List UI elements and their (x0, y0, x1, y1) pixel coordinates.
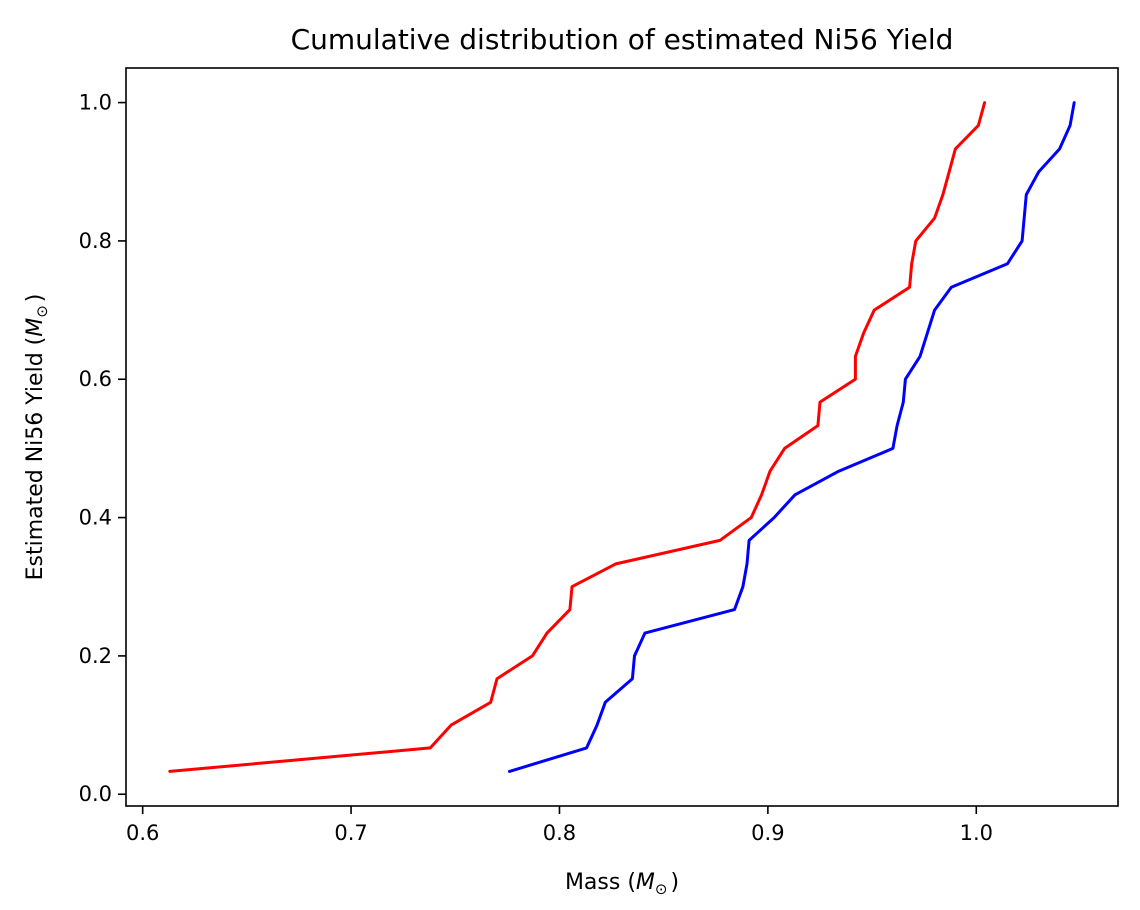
x-tick-label: 1.0 (960, 821, 993, 845)
x-axis: 0.6 0.7 0.8 0.9 1.0 (126, 806, 993, 845)
y-tick-label: 0.4 (79, 506, 112, 530)
x-tick-label: 0.9 (751, 821, 784, 845)
y-tick-label: 0.0 (79, 782, 112, 806)
x-axis-label-close: ) (670, 870, 679, 895)
series-line-2 (508, 101, 1076, 773)
y-axis-label: Estimated Ni56 Yield (M⊙) (23, 294, 51, 581)
series-line-1 (168, 101, 987, 773)
plot-frame (125, 67, 1119, 807)
y-axis-label-unit: M (23, 318, 48, 337)
y-axis-label-text: Estimated Ni56 Yield ( (23, 337, 48, 581)
y-tick-label: 0.8 (79, 229, 112, 253)
x-tick-label: 0.8 (543, 821, 576, 845)
x-tick-label: 0.6 (126, 821, 159, 845)
y-axis: 0.0 0.2 0.4 0.6 0.8 1.0 (79, 91, 126, 806)
x-axis-label-unit: M (636, 870, 655, 895)
x-axis-label-text: Mass ( (565, 870, 636, 895)
y-tick-label: 1.0 (79, 91, 112, 115)
y-tick-label: 0.2 (79, 644, 112, 668)
x-tick-label: 0.7 (334, 821, 367, 845)
x-axis-label-sub: ⊙ (655, 880, 668, 898)
y-axis-label-close: ) (23, 294, 48, 303)
x-axis-label: Mass (M⊙) (565, 870, 679, 898)
y-axis-label-sub: ⊙ (33, 305, 51, 318)
chart-title: Cumulative distribution of estimated Ni5… (291, 23, 954, 56)
y-tick-label: 0.6 (79, 367, 112, 391)
plot-area (168, 101, 1076, 773)
